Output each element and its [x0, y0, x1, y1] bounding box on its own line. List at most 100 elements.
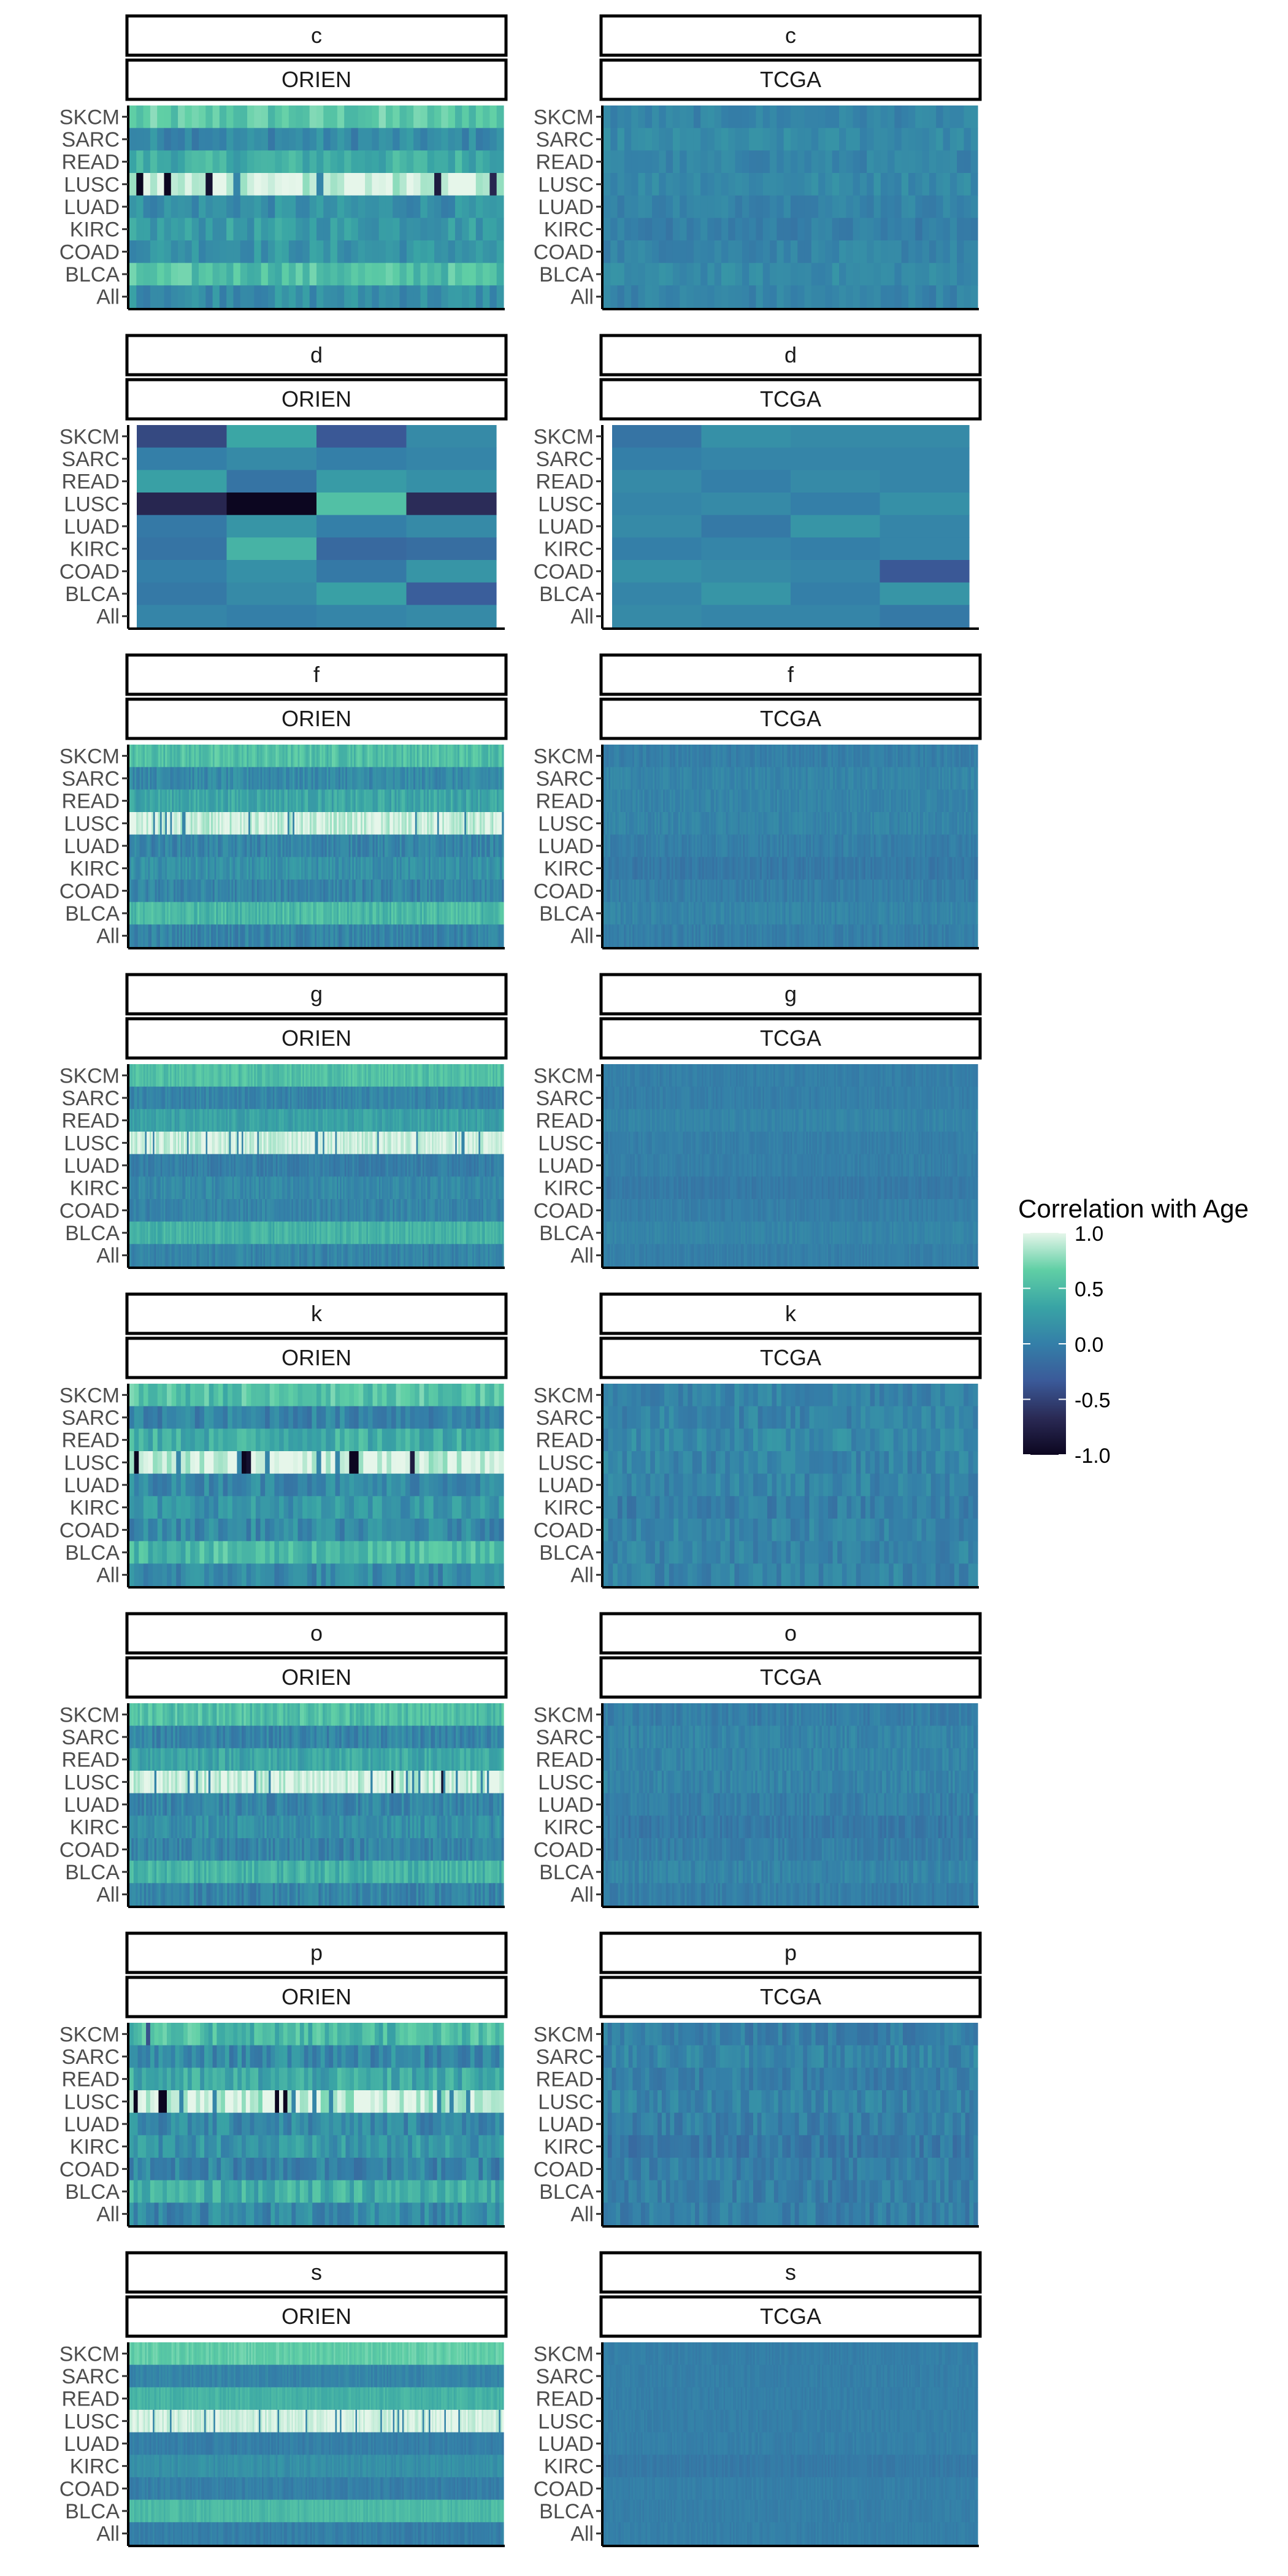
heatmap-cell — [351, 173, 358, 196]
heatmap-cell — [728, 173, 735, 196]
heatmap-cell — [976, 789, 978, 812]
heatmap-cell — [749, 196, 756, 218]
heatmap-cell — [805, 240, 812, 263]
heatmap-cell — [164, 196, 171, 218]
heatmap-cell — [462, 240, 469, 263]
heatmap-cell — [700, 105, 708, 128]
heatmap-cell — [610, 240, 618, 263]
y-tick-label: LUSC — [64, 173, 120, 196]
heatmap-cell — [393, 196, 400, 218]
heatmap-cell — [137, 537, 227, 560]
heatmap-cell — [735, 196, 743, 218]
heatmap-cell — [205, 263, 213, 286]
heatmap-cell — [469, 150, 477, 173]
heatmap-cell — [282, 105, 289, 128]
heatmap-cell — [413, 105, 421, 128]
heatmap-cell — [337, 240, 345, 263]
heatmap-cell — [700, 128, 708, 151]
heatmap-cell — [797, 218, 805, 240]
heatmap-cell — [434, 196, 442, 218]
heatmap-cell — [902, 263, 909, 286]
heatmap-cell — [213, 150, 220, 173]
heatmap-cell — [310, 128, 317, 151]
heatmap-cell — [483, 263, 490, 286]
heatmap-cell — [791, 128, 798, 151]
heatmap-cell — [756, 196, 764, 218]
heatmap-cell — [199, 105, 206, 128]
heatmap-cell — [715, 285, 722, 308]
heatmap-cell — [178, 285, 185, 308]
heatmap-cell — [645, 218, 653, 240]
heatmap-cell — [226, 263, 234, 286]
heatmap-cell — [213, 240, 220, 263]
heatmap-cell — [331, 173, 338, 196]
heatmap-cell — [227, 605, 317, 627]
heatmap-cell — [137, 425, 227, 448]
heatmap-cell — [860, 218, 867, 240]
heatmap-cell — [832, 150, 840, 173]
heatmap-cell — [407, 150, 414, 173]
heatmap-cell — [756, 128, 764, 151]
heatmap-cell — [770, 150, 777, 173]
heatmap-cell — [742, 173, 749, 196]
heatmap-cell — [261, 128, 269, 151]
heatmap-cell — [254, 218, 261, 240]
heatmap-cell — [393, 105, 400, 128]
heatmap-cell — [860, 196, 867, 218]
y-tick-label: LUAD — [64, 835, 120, 858]
heatmap-cell — [763, 240, 770, 263]
heatmap-cell — [489, 173, 497, 196]
heatmap-cell — [407, 196, 414, 218]
heatmap-cell — [818, 150, 826, 173]
heatmap-cell — [880, 537, 970, 560]
heatmap-cell — [282, 285, 289, 308]
heatmap-cell — [150, 150, 158, 173]
heatmap-cell — [282, 263, 289, 286]
heatmap-cell — [316, 605, 407, 627]
heatmap-cell — [957, 240, 964, 263]
heatmap-cell — [407, 448, 497, 470]
heatmap-cell — [393, 285, 400, 308]
heatmap-cell — [448, 150, 456, 173]
heatmap-cell — [178, 196, 185, 218]
heatmap-cell — [462, 173, 469, 196]
heatmap-cell — [604, 218, 611, 240]
heatmap-cell — [659, 218, 666, 240]
heatmap-cell — [420, 218, 427, 240]
heatmap-cell — [936, 150, 943, 173]
y-tick-label: READ — [62, 470, 120, 494]
heatmap-cell — [742, 263, 749, 286]
heatmap-cell — [839, 196, 846, 218]
heatmap-cells — [604, 105, 978, 309]
heatmap-cell — [749, 150, 756, 173]
heatmap-cell — [687, 105, 694, 128]
heatmap-cell — [874, 240, 881, 263]
heatmap-cell — [618, 128, 625, 151]
heatmap-cell — [407, 105, 414, 128]
heatmap-cell — [756, 150, 764, 173]
heatmap-cell — [818, 240, 826, 263]
heatmap-cell — [268, 150, 275, 173]
heatmap-cell — [805, 105, 812, 128]
heatmap-cell — [728, 240, 735, 263]
heatmap-cell — [887, 240, 895, 263]
heatmap-cell — [483, 173, 490, 196]
heatmap-cell — [178, 105, 185, 128]
heatmap-cell — [687, 196, 694, 218]
heatmap-cell — [756, 263, 764, 286]
heatmap-cell — [915, 285, 922, 308]
heatmap-cell — [631, 128, 638, 151]
heatmap-cell — [137, 560, 227, 583]
heatmap-cell — [178, 173, 185, 196]
heatmap-cell — [604, 150, 611, 173]
heatmap-cell — [776, 218, 784, 240]
heatmap-cell — [240, 196, 248, 218]
heatmap-cell — [742, 105, 749, 128]
heatmap-cell — [707, 128, 715, 151]
heatmap-cell — [386, 173, 393, 196]
heatmap-cell — [839, 150, 846, 173]
heatmap-cell — [448, 173, 456, 196]
heatmap-cell — [618, 150, 625, 173]
heatmap-cell — [233, 150, 240, 173]
heatmap-cell — [413, 150, 421, 173]
